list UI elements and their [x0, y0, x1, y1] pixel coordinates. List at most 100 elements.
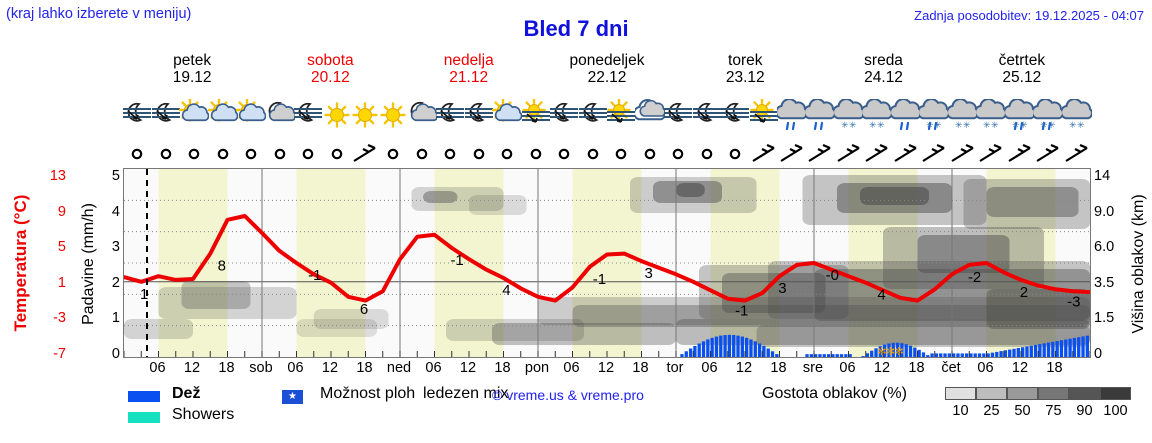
temperature-axis-title: Temperatura (°C) [11, 194, 30, 332]
wind-barb-icon [749, 143, 777, 167]
svg-text:✳: ✳ [877, 120, 885, 130]
weather-icon-band: ✳ ✳ ✳ ✳ ✳ ✳ ✳ ✳ ✳ ✳ ✳ ✳ ✳ ✳ ✳ ✳ [123, 98, 1092, 142]
day-name: petek [173, 52, 212, 69]
cloud-density-tick: 75 [1045, 403, 1062, 419]
wind-calm-icon [265, 143, 293, 167]
svg-text:✳: ✳ [841, 120, 849, 130]
time-tick-label: 18 [356, 360, 373, 376]
wind-calm-icon [664, 143, 692, 167]
precipitation-tick: 2 [111, 274, 120, 291]
time-tick-label: 12 [873, 360, 891, 376]
moon-fog-icon [151, 98, 180, 142]
precipitation-tick: 3 [111, 239, 120, 256]
wind-calm-icon [294, 143, 322, 167]
temperature-axis: Temperatura (°C) [8, 175, 34, 355]
day-name: ponedeljek [569, 52, 645, 69]
time-tick-label: sob [249, 360, 273, 376]
day-column-četrtek: četrtek 25.12 [953, 52, 1091, 96]
svg-text:✳: ✳ [963, 120, 971, 130]
time-tick-label: 18 [218, 360, 235, 376]
time-tick-label: 06 [287, 360, 304, 376]
cloud-snow-icon: ✳ ✳ [1061, 98, 1092, 142]
cloud-density-swatch [1038, 387, 1069, 400]
day-column-ponedeljek: ponedeljek 22.12 [538, 52, 676, 96]
cloud-snow-icon: ✳ ✳ [947, 98, 978, 142]
legend-rain-label: Dež [172, 385, 201, 402]
cloud-density-colorbar-labels: 10 25 50 75 90 100 [945, 403, 1131, 421]
wind-calm-icon [123, 143, 151, 167]
temperature-value-label: -1 [450, 252, 463, 269]
temperature-tick: 5 [57, 239, 66, 256]
cloud-snow-icon: ✳ ✳ [976, 98, 1007, 142]
time-tick-label: 12 [597, 360, 615, 376]
wind-barb-icon [949, 143, 977, 167]
day-name: četrtek [998, 52, 1046, 69]
day-column-sreda: sreda 24.12 [814, 52, 952, 96]
legend-frozen-mix-label: ledezen mix [423, 385, 509, 402]
location-menu-note[interactable]: (kraj lahko izberete v meniju) [6, 6, 192, 22]
temperature-value-label: 1 [140, 286, 148, 303]
svg-text:✻: ✻ [877, 346, 886, 357]
day-column-sobota: sobota 20.12 [261, 52, 399, 96]
wind-calm-icon [721, 143, 749, 167]
wind-barb-band [123, 143, 1091, 167]
day-date: 19.12 [172, 69, 212, 87]
time-tick-label: čet [941, 360, 961, 376]
day-header-strip: petek 19.12 sobota 20.12 nedelja 21.12 ponedel… [123, 52, 1091, 96]
cloud-density-tick: 10 [952, 403, 969, 419]
cloud-height-axis-title: Višina oblakov (km) [1130, 194, 1147, 334]
wind-calm-icon [408, 143, 436, 167]
moon-cloud-icon [265, 98, 295, 142]
svg-text:✳: ✳ [1012, 120, 1020, 130]
time-tick-label: 12 [1011, 360, 1029, 376]
shower-chance-star-icon: ★ [282, 390, 303, 404]
wind-calm-icon [436, 143, 464, 167]
temperature-value-label: -1 [735, 303, 748, 320]
moon-fog-icon [721, 98, 750, 142]
wind-barb-icon [1006, 143, 1034, 167]
wind-calm-icon [322, 143, 350, 167]
temperature-value-label: -2 [968, 269, 981, 286]
moon-fog-icon [664, 98, 693, 142]
moon-fog-icon [436, 98, 465, 142]
last-updated-label: Zadnja posodobitev: 19.12.2025 - 04:07 [914, 8, 1144, 23]
day-name: torek [728, 52, 763, 69]
temperature-tick: 9 [57, 203, 66, 220]
cloud-rain-icon [805, 98, 836, 142]
time-tick-label: 12 [321, 360, 339, 376]
cloud-density-swatch [1007, 387, 1038, 400]
svg-text:✳: ✳ [1069, 120, 1077, 130]
wind-barb-icon [806, 143, 834, 167]
cloud-snow-icon: ✳ ✳ [833, 98, 864, 142]
day-date: 23.12 [725, 69, 765, 87]
moon-cloud-icon [408, 98, 437, 142]
cloud-density-swatch [1100, 387, 1131, 400]
time-tick-label: 18 [494, 360, 511, 376]
temperature-value-label: 3 [645, 265, 653, 282]
cloud-density-tick: 90 [1076, 403, 1093, 419]
time-tick-label: 12 [183, 360, 201, 376]
wind-calm-icon [692, 143, 720, 167]
day-column-nedelja: nedelja 21.12 [400, 52, 538, 96]
svg-text:✳: ✳ [926, 120, 934, 130]
temperature-tick: 13 [49, 168, 66, 184]
wind-calm-icon [607, 143, 635, 167]
day-column-petek: petek 19.12 [123, 52, 261, 96]
temperature-value-label: -0 [826, 267, 839, 284]
time-tick-label: 18 [908, 360, 925, 376]
moon-fog-icon [123, 98, 152, 142]
svg-text:✳: ✳ [1040, 120, 1048, 130]
wind-barb-icon [1034, 143, 1062, 167]
cloud-height-tick: 0 [1094, 346, 1103, 362]
cloud-icon [634, 98, 665, 142]
sun-icon [379, 98, 407, 142]
time-tick-label: 18 [632, 360, 649, 376]
time-tick-label: pon [524, 360, 550, 376]
sun-icon [351, 98, 379, 142]
temperature-value-label: 4 [502, 282, 510, 299]
temperature-curve [124, 214, 1090, 303]
time-tick-label: 06 [839, 360, 856, 376]
copyright-link[interactable]: © vreme.us & vreme.pro [492, 387, 644, 403]
svg-text:✳: ✳ [1048, 120, 1056, 130]
temperature-value-label: 3 [778, 280, 786, 297]
